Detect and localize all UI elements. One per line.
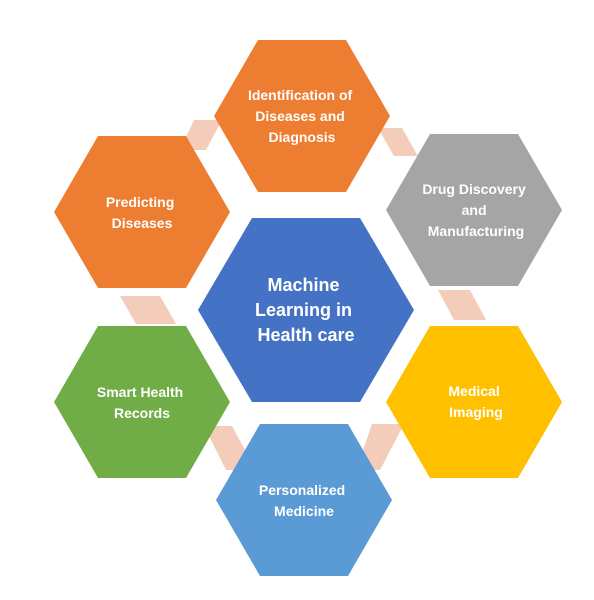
hexagon-personalized-medicine: Personalized Medicine [216,424,392,576]
hexagon-drug-discovery-line-1: Drug Discovery [422,181,526,197]
hexagon-identification: Identification of Diseases and Diagnosis [214,40,390,192]
hexagon-smart-health-records-label: Smart Health Records [97,384,187,421]
hexagon-drug-discovery: Drug Discovery and Manufacturing [386,134,562,286]
hexagon-predicting-diseases: Predicting Diseases [54,136,230,288]
hexagon-center: Machine Learning in Health care [198,218,414,402]
hexagon-center-line-2: Learning in [255,300,352,320]
hexagon-identification-line-1: Identification of [248,87,353,103]
connector-imaging-personalized [356,424,404,470]
hexagon-personalized-medicine-line-1: Personalized [259,482,345,498]
hexagon-drug-discovery-label: Drug Discovery and Manufacturing [422,181,529,239]
hexagon-personalized-medicine-label: Personalized Medicine [259,482,349,519]
connector-predicting-identification [180,120,222,150]
connectors [120,120,486,470]
hexagon-identification-shape [214,40,390,192]
connector-smart-predicting [120,296,176,324]
hexagon-drug-discovery-line-3: Manufacturing [428,223,524,239]
hexagon-smart-health-records: Smart Health Records [54,326,230,478]
hexagon-medical-imaging-label: Medical Imaging [448,383,503,420]
hexagon-center-shape [198,218,414,402]
hexagon-predicting-diseases-line-2: Diseases [112,215,173,231]
hexagon-predicting-diseases-line-1: Predicting [106,194,174,210]
hexagon-identification-line-3: Diagnosis [269,129,336,145]
hexagon-medical-imaging-line-1: Medical [448,383,499,399]
connector-identification-drug [378,128,418,156]
hexagon-smart-health-records-line-2: Records [114,405,170,421]
hexagon-personalized-medicine-shape [216,424,392,576]
hexagon-drug-discovery-shape [386,134,562,286]
hexagon-predicting-diseases-label: Predicting Diseases [106,194,178,231]
hexagon-smart-health-records-line-1: Smart Health [97,384,183,400]
hexagon-identification-line-2: Diseases and [255,108,345,124]
hexagon-predicting-diseases-shape [54,136,230,288]
hexagon-medical-imaging-line-2: Imaging [449,404,503,420]
hexagon-center-line-1: Machine [267,275,339,295]
connector-drug-imaging [438,290,486,320]
hexagon-medical-imaging-shape [386,326,562,478]
hexagon-smart-health-records-shape [54,326,230,478]
hexagon-drug-discovery-line-2: and [462,202,487,218]
hexagon-identification-label: Identification of Diseases and Diagnosis [248,87,356,145]
hexagon-center-label: Machine Learning in Health care [255,275,357,345]
hexagon-medical-imaging: Medical Imaging [386,326,562,478]
hexagon-personalized-medicine-line-2: Medicine [274,503,334,519]
hexagon-center-line-3: Health care [257,325,354,345]
